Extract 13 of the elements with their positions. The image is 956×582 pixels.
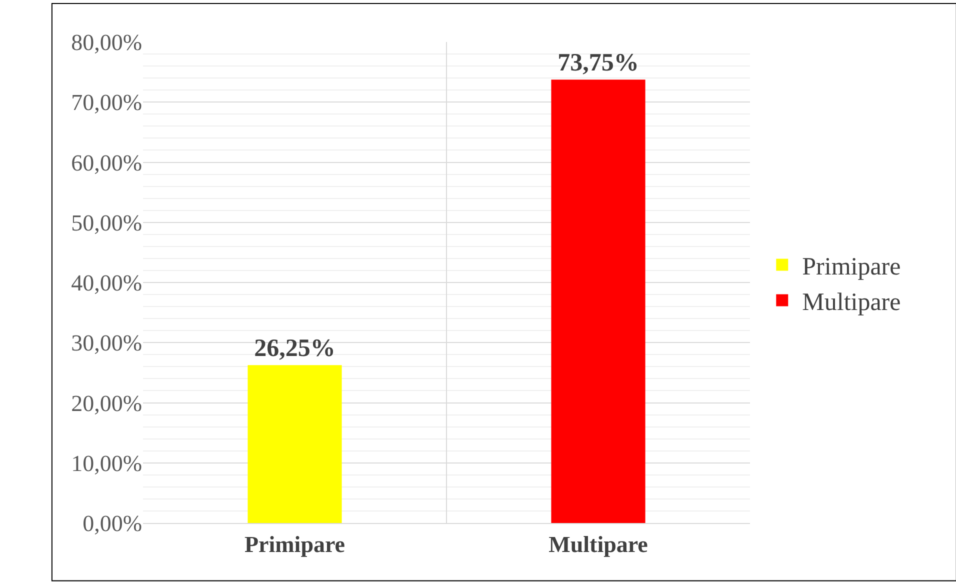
legend-label: Multipare — [802, 289, 901, 316]
y-tick-label: 70,00% — [71, 90, 142, 116]
y-tick-label: 0,00% — [82, 511, 142, 536]
y-tick-label: 20,00% — [71, 390, 142, 416]
legend-label: Primipare — [802, 254, 901, 280]
y-tick-label: 80,00% — [71, 30, 142, 56]
y-tick-label: 50,00% — [71, 210, 142, 236]
data-label: 73,75% — [558, 50, 639, 77]
y-tick-label: 40,00% — [71, 270, 142, 296]
y-tick-label: 10,00% — [71, 450, 142, 476]
y-tick-label: 60,00% — [71, 150, 142, 176]
data-label: 26,25% — [254, 335, 336, 362]
y-tick-label: 30,00% — [71, 330, 142, 356]
